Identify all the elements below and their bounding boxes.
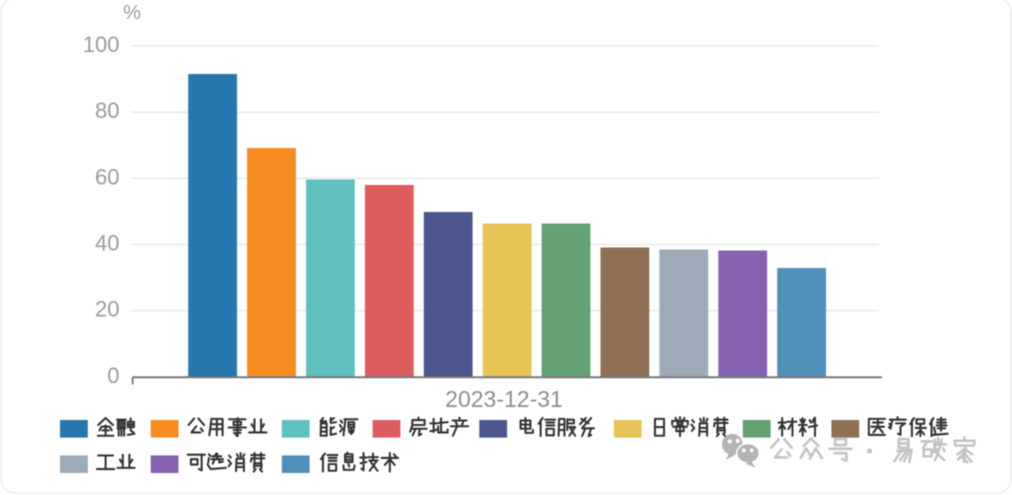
svg-text:20: 20 xyxy=(95,297,119,322)
svg-text:%: % xyxy=(123,2,141,24)
svg-text:100: 100 xyxy=(83,32,120,57)
svg-text:2023-12-31: 2023-12-31 xyxy=(445,386,563,412)
svg-text:40: 40 xyxy=(95,231,119,256)
svg-text:0: 0 xyxy=(107,363,119,388)
svg-text:60: 60 xyxy=(95,164,119,189)
svg-text:80: 80 xyxy=(95,98,119,123)
